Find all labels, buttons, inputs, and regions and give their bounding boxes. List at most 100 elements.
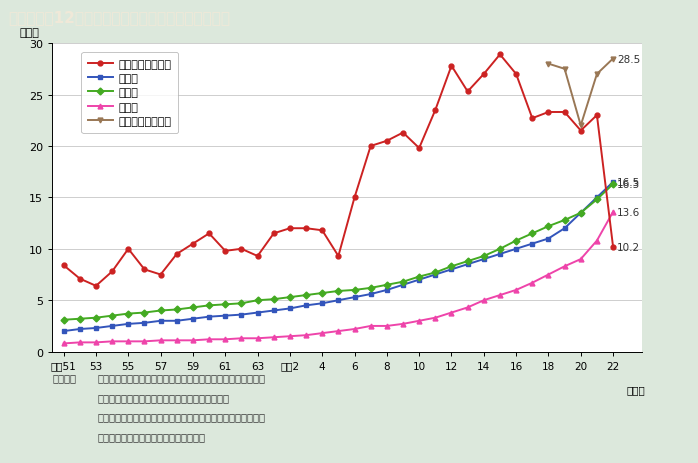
弁護士 bbox=[285, 295, 294, 300]
検察官 bbox=[593, 238, 601, 244]
裁判官 bbox=[512, 246, 520, 252]
旧司法試験合格者 bbox=[59, 263, 68, 269]
Text: （％）: （％） bbox=[20, 28, 40, 38]
旧司法試験合格者 bbox=[415, 146, 424, 151]
裁判官 bbox=[205, 314, 214, 320]
検察官 bbox=[415, 319, 424, 324]
新司法試験合格者 bbox=[609, 56, 617, 62]
弁護士 bbox=[269, 297, 278, 302]
弁護士 bbox=[528, 231, 537, 237]
Text: ２．裁判官については最高裁判所資料より作成。: ２．裁判官については最高裁判所資料より作成。 bbox=[98, 392, 230, 402]
裁判官 bbox=[366, 292, 375, 297]
弁護士 bbox=[59, 317, 68, 323]
旧司法試験合格者 bbox=[205, 231, 214, 237]
旧司法試験合格者 bbox=[285, 226, 294, 232]
検察官 bbox=[108, 339, 117, 344]
旧司法試験合格者 bbox=[366, 144, 375, 150]
旧司法試験合格者 bbox=[302, 226, 310, 232]
裁判官 bbox=[593, 195, 601, 200]
検察官 bbox=[366, 324, 375, 329]
裁判官 bbox=[431, 272, 440, 278]
検察官 bbox=[399, 321, 407, 327]
Text: 16.5: 16.5 bbox=[617, 177, 640, 188]
弁護士 bbox=[496, 246, 504, 252]
弁護士 bbox=[593, 197, 601, 203]
裁判官 bbox=[560, 226, 569, 232]
弁護士 bbox=[350, 288, 359, 293]
検察官 bbox=[140, 339, 149, 344]
旧司法試験合格者 bbox=[75, 276, 84, 282]
裁判官 bbox=[544, 236, 553, 242]
裁判官 bbox=[92, 325, 101, 331]
旧司法試験合格者 bbox=[334, 254, 343, 259]
弁護士 bbox=[92, 315, 101, 321]
裁判官 bbox=[59, 329, 68, 334]
新司法試験合格者 bbox=[577, 123, 585, 129]
Line: 裁判官: 裁判官 bbox=[61, 180, 616, 334]
弁護士 bbox=[237, 301, 246, 307]
検察官 bbox=[512, 288, 520, 293]
検察官 bbox=[431, 315, 440, 321]
Line: 新司法試験合格者: 新司法試験合格者 bbox=[546, 57, 616, 129]
旧司法試験合格者 bbox=[399, 131, 407, 136]
弁護士 bbox=[609, 182, 617, 188]
弁護士 bbox=[480, 254, 488, 259]
裁判官 bbox=[609, 180, 617, 185]
検察官 bbox=[528, 280, 537, 286]
旧司法試験合格者 bbox=[593, 113, 601, 119]
旧司法試験合格者 bbox=[480, 72, 488, 77]
検察官 bbox=[318, 331, 327, 336]
検察官 bbox=[205, 337, 214, 342]
旧司法試験合格者 bbox=[188, 241, 197, 247]
弁護士 bbox=[366, 286, 375, 291]
弁護士 bbox=[399, 279, 407, 285]
弁護士 bbox=[253, 298, 262, 303]
弁護士 bbox=[205, 303, 214, 308]
Text: 10.2: 10.2 bbox=[617, 242, 640, 252]
弁護士 bbox=[172, 307, 181, 313]
裁判官 bbox=[480, 257, 488, 262]
弁護士 bbox=[221, 302, 230, 307]
旧司法試験合格者 bbox=[350, 195, 359, 200]
旧司法試験合格者 bbox=[447, 64, 456, 69]
裁判官 bbox=[318, 301, 327, 307]
検察官 bbox=[480, 298, 488, 303]
裁判官 bbox=[496, 251, 504, 257]
裁判官 bbox=[108, 324, 117, 329]
旧司法試験合格者 bbox=[108, 269, 117, 275]
弁護士 bbox=[415, 274, 424, 280]
旧司法試験合格者 bbox=[431, 108, 440, 113]
弁護士 bbox=[544, 224, 553, 230]
検察官 bbox=[302, 333, 310, 338]
検察官 bbox=[285, 334, 294, 339]
検察官 bbox=[221, 337, 230, 342]
Line: 旧司法試験合格者: 旧司法試験合格者 bbox=[61, 53, 616, 288]
旧司法試験合格者 bbox=[221, 249, 230, 254]
検察官 bbox=[447, 310, 456, 316]
検察官 bbox=[172, 338, 181, 344]
検察官 bbox=[463, 305, 472, 311]
旧司法試験合格者 bbox=[463, 89, 472, 95]
検察官 bbox=[544, 272, 553, 278]
裁判官 bbox=[156, 319, 165, 324]
裁判官 bbox=[350, 295, 359, 300]
弁護士 bbox=[75, 316, 84, 322]
裁判官 bbox=[188, 316, 197, 322]
検察官 bbox=[496, 293, 504, 298]
旧司法試験合格者 bbox=[140, 267, 149, 273]
裁判官 bbox=[140, 320, 149, 326]
Text: １．弁護士については日本弁護士連合会事務局資料より作成。: １．弁護士については日本弁護士連合会事務局資料より作成。 bbox=[98, 373, 266, 383]
弁護士 bbox=[334, 288, 343, 294]
旧司法試験合格者 bbox=[172, 251, 181, 257]
弁護士 bbox=[560, 218, 569, 223]
旧司法試験合格者 bbox=[237, 246, 246, 252]
検察官 bbox=[75, 340, 84, 345]
裁判官 bbox=[221, 313, 230, 319]
旧司法試験合格者 bbox=[92, 283, 101, 289]
旧司法試験合格者 bbox=[156, 272, 165, 278]
裁判官 bbox=[285, 306, 294, 312]
Legend: 旧司法試験合格者, 裁判官, 弁護士, 検察官, 新司法試験合格者: 旧司法試験合格者, 裁判官, 弁護士, 検察官, 新司法試験合格者 bbox=[82, 53, 178, 133]
裁判官 bbox=[463, 262, 472, 268]
弁護士 bbox=[140, 310, 149, 316]
検察官 bbox=[253, 336, 262, 341]
